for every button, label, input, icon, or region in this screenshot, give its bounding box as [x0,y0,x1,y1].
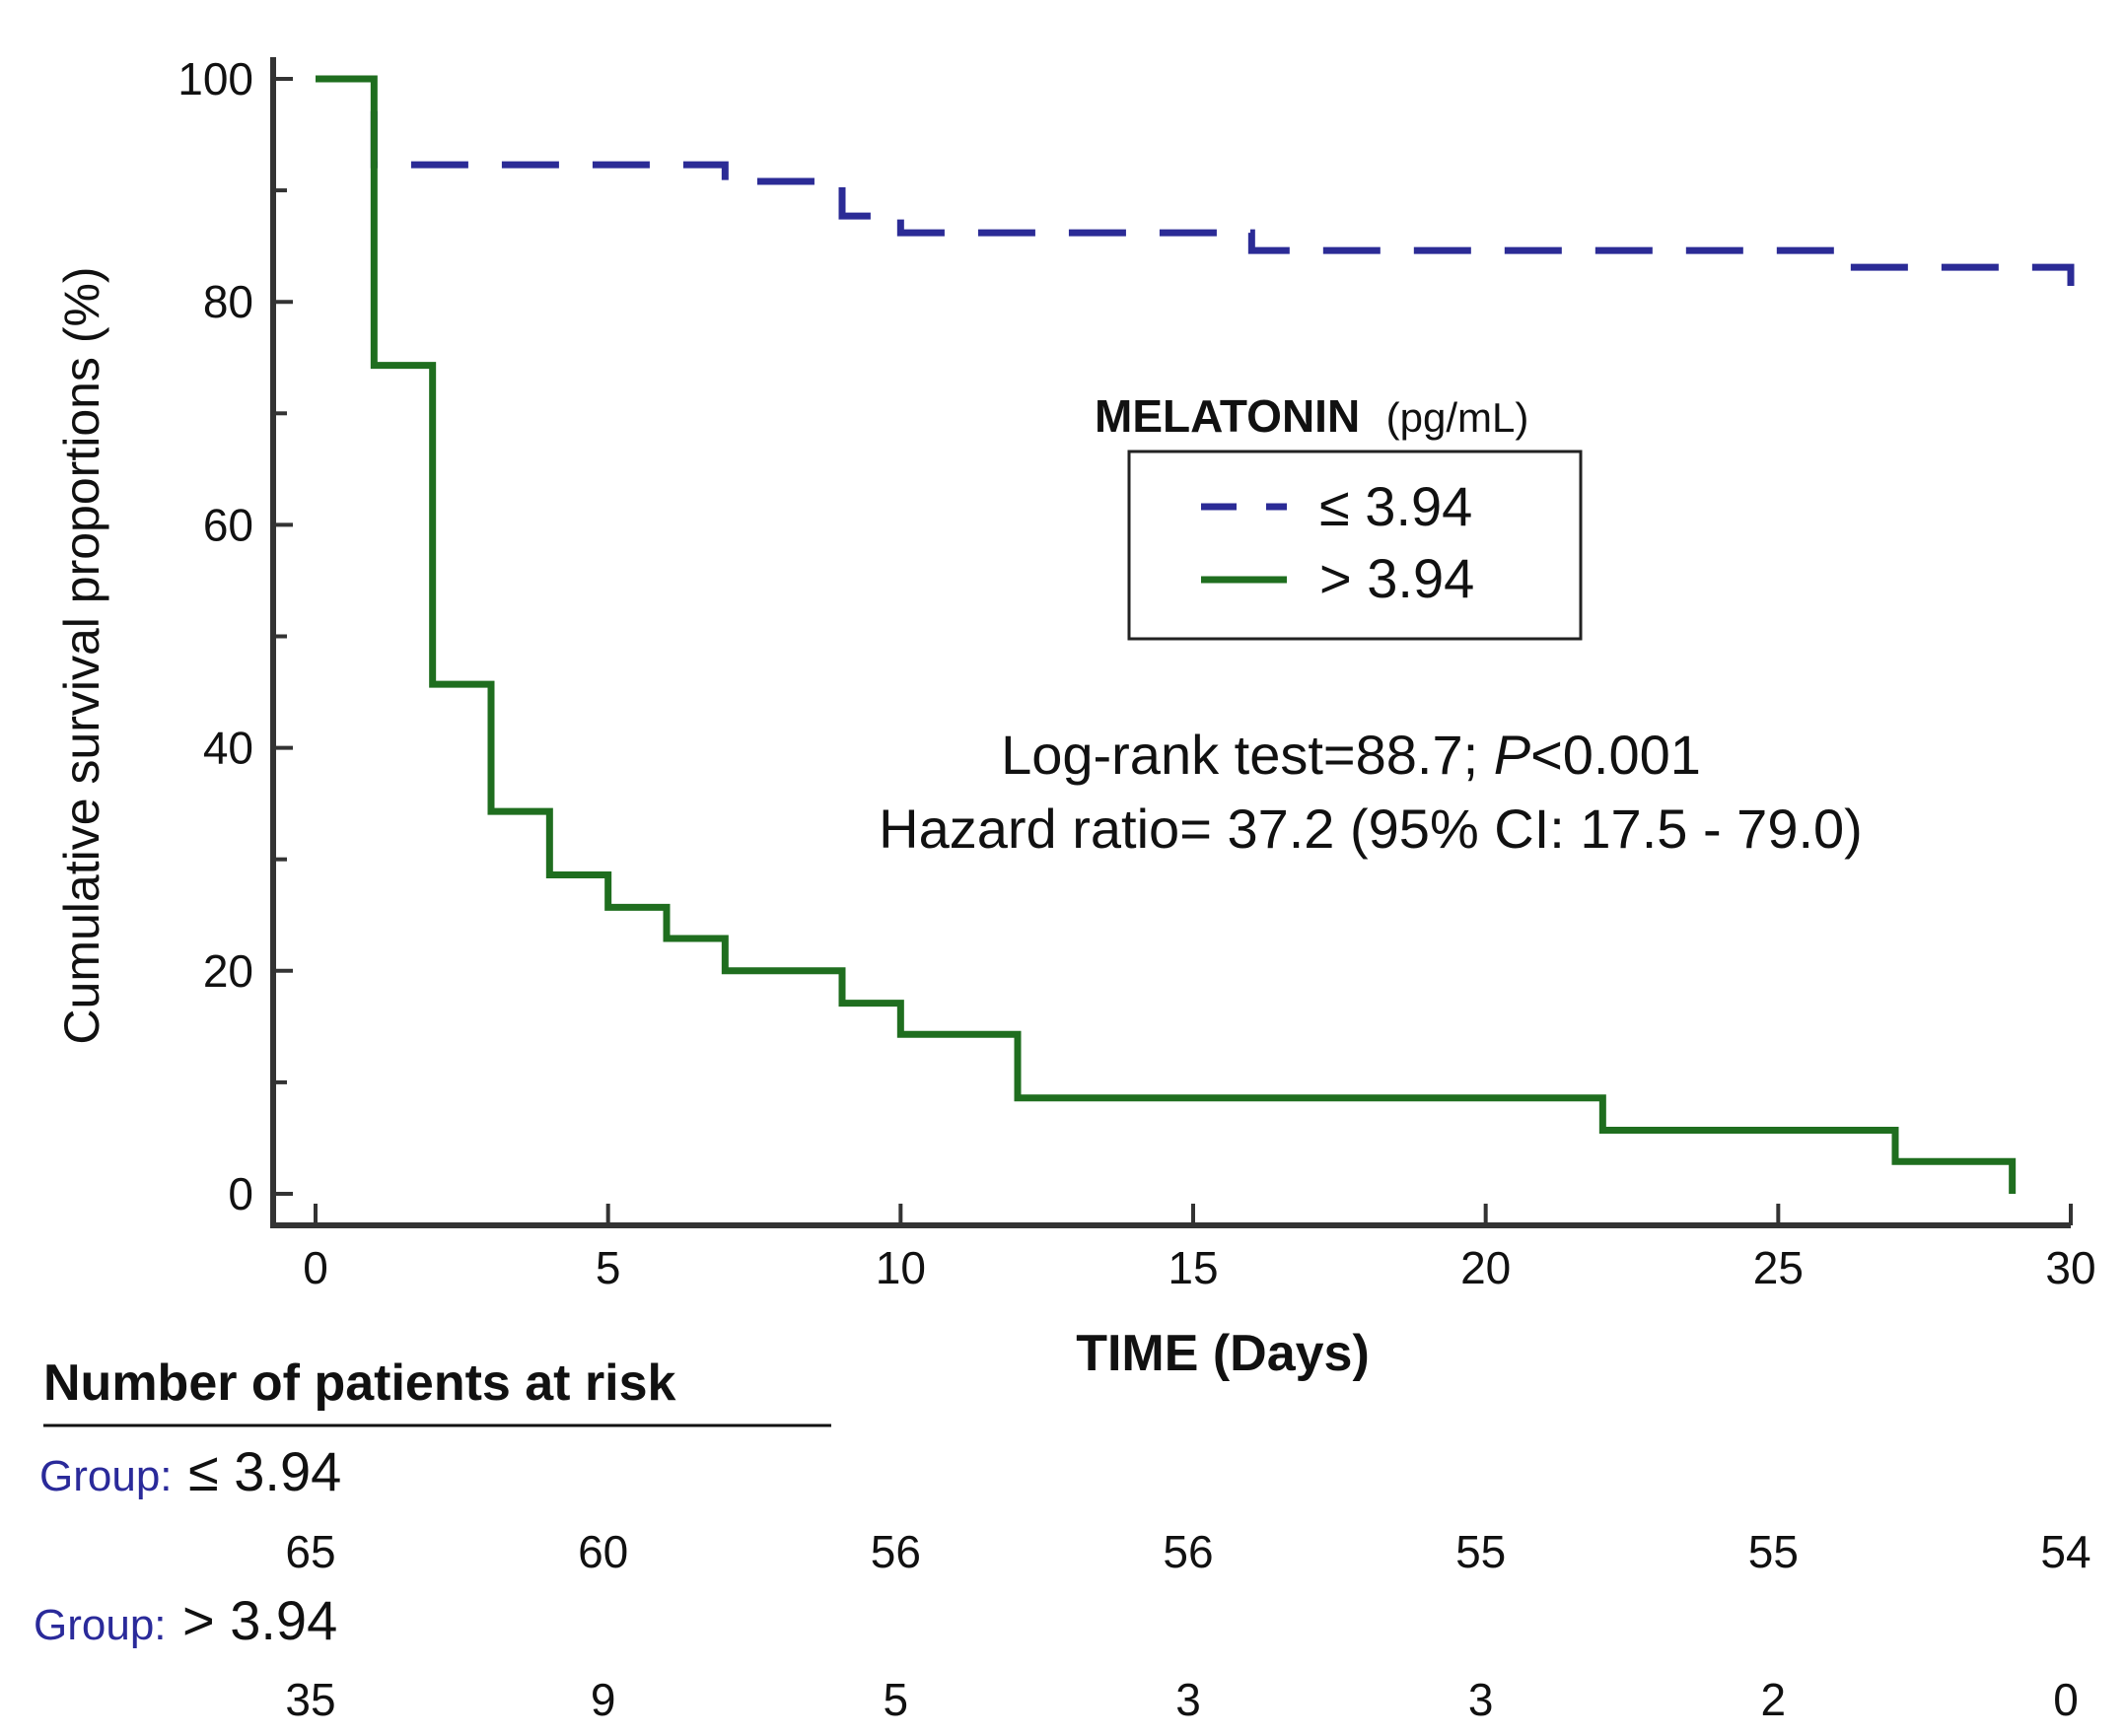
risk-table-title: Number of patients at risk [43,1354,676,1412]
x-tick-label: 30 [2045,1242,2095,1293]
risk-group-high-header: Group: > 3.94 [34,1589,337,1651]
y-tick-label: 60 [203,499,253,550]
hazard-ratio-text: Hazard ratio= 37.2 (95% CI: 17.5 - 79.0) [879,798,1863,860]
legend-label-high: > 3.94 [1319,547,1474,609]
x-tick-label: 5 [596,1242,621,1293]
risk-count: 35 [285,1674,335,1725]
y-ticks: 0 20 40 60 80 100 [177,53,293,1219]
risk-count: 56 [1163,1526,1213,1577]
risk-count: 3 [1468,1674,1494,1725]
x-tick-label: 25 [1753,1242,1804,1293]
legend: MELATONIN (pg/mL) ≤ 3.94 > 3.94 [1095,390,1583,641]
risk-table: Number of patients at risk Group: ≤ 3.94… [34,1354,2091,1725]
risk-count: 5 [884,1674,909,1725]
risk-row-low: 65 60 56 56 55 55 54 [285,1526,2090,1577]
x-tick-label: 0 [303,1242,328,1293]
risk-row-high: 35 9 5 3 3 2 0 [285,1674,2078,1725]
x-axis-title: TIME (Days) [1076,1325,1370,1382]
survival-curve-high [316,75,2017,1194]
y-tick-label: 80 [203,276,253,327]
legend-label-low: ≤ 3.94 [1319,475,1472,537]
logrank-text: Log-rank test=88.7; P<0.001 [1001,724,1701,786]
risk-group-low-header: Group: ≤ 3.94 [39,1440,341,1502]
x-tick-label: 15 [1168,1242,1218,1293]
x-tick-label: 20 [1460,1242,1511,1293]
risk-count: 56 [871,1526,921,1577]
legend-title: MELATONIN (pg/mL) [1095,390,1528,442]
risk-count: 55 [1455,1526,1506,1577]
risk-count: 9 [591,1674,616,1725]
risk-count: 3 [1175,1674,1201,1725]
legend-box [1127,450,1583,641]
y-axis-title: Cumulative survival proportions (%) [54,266,109,1044]
y-tick-label: 20 [203,945,253,997]
risk-count: 54 [2040,1526,2090,1577]
y-tick-label: 0 [228,1168,253,1219]
y-tick-label: 40 [203,723,253,774]
x-ticks: 0 5 10 15 20 25 30 [303,1204,2096,1293]
risk-count: 65 [285,1526,335,1577]
y-tick-label: 100 [177,53,253,104]
x-tick-label: 10 [876,1242,926,1293]
risk-count: 60 [578,1526,628,1577]
risk-count: 55 [1748,1526,1799,1577]
risk-count: 0 [2053,1674,2079,1725]
survival-curve-low [316,75,2075,291]
risk-count: 2 [1761,1674,1787,1725]
